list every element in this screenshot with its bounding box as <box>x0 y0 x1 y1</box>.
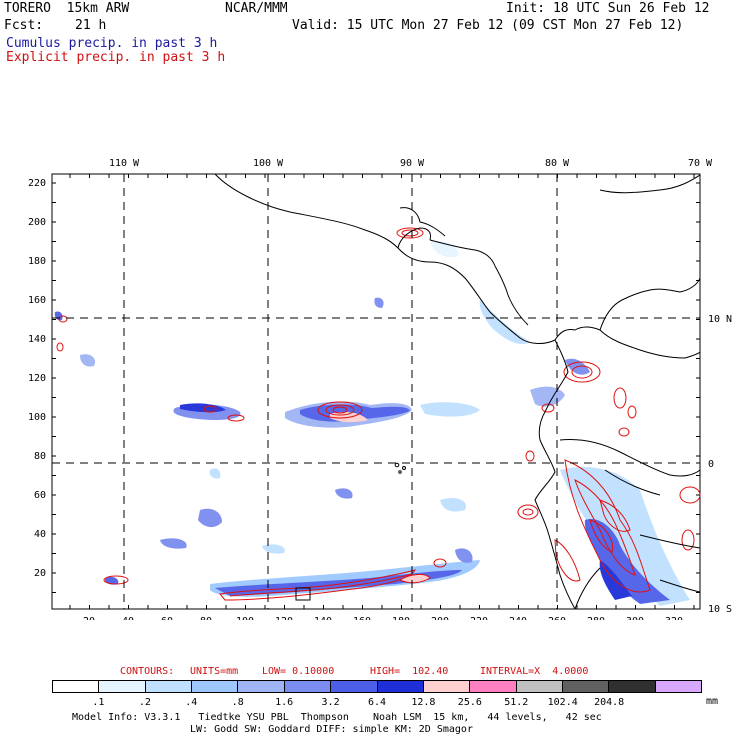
legend-label: 51.2 <box>504 697 529 708</box>
x-tick-label: 320 <box>665 616 683 620</box>
y-grid-labels: 220 200 180 160 140 120 100 80 60 40 20 <box>28 178 46 579</box>
legend-label: 25.6 <box>457 697 482 708</box>
legend-label: 1.6 <box>275 697 294 708</box>
lat-lon-grid <box>52 174 700 609</box>
legend-swatch <box>516 681 563 692</box>
legend-label: .8 <box>231 697 244 708</box>
y-tick-label: 180 <box>28 256 46 267</box>
x-tick-label: 180 <box>392 616 410 620</box>
model-info: Model Info: V3.3.1 Tiedtke YSU PBL Thomp… <box>72 712 602 723</box>
legend-swatch <box>99 681 146 692</box>
legend-swatch <box>470 681 517 692</box>
model-physics: LW: Godd SW: Goddard DIFF: simple KM: 2D… <box>190 724 473 735</box>
legend-swatch <box>284 681 332 692</box>
latitude-labels: 10 N 0 10 S <box>708 314 732 615</box>
y-tick-label: 80 <box>34 451 46 462</box>
init-time: Init: 18 UTC Sun 26 Feb 12 <box>506 1 710 16</box>
lon-label-110w: 110 W <box>109 158 140 169</box>
axis-ticks <box>52 174 700 609</box>
lon-label-100w: 100 W <box>253 158 284 169</box>
forecast-label: Fcst: <box>4 18 44 33</box>
lat-label-0: 0 <box>708 459 714 470</box>
field-cumulus-precip: Cumulus precip. in past 3 h <box>6 36 218 51</box>
precip-map: 110 W 100 W 90 W 80 W 70 W 10 N 0 10 S 2… <box>28 158 732 620</box>
legend-swatch <box>192 681 239 692</box>
x-tick-label: 240 <box>509 616 527 620</box>
legend-swatch <box>377 681 424 692</box>
x-tick-label: 300 <box>626 616 644 620</box>
organization: NCAR/MMM <box>225 1 288 16</box>
y-tick-label: 60 <box>34 490 46 501</box>
y-tick-label: 120 <box>28 373 46 384</box>
y-tick-label: 200 <box>28 217 46 228</box>
x-tick-label: 20 <box>83 616 95 620</box>
legend-label: 12.8 <box>411 697 436 708</box>
field-explicit-precip: Explicit precip. in past 3 h <box>6 50 226 65</box>
y-tick-label: 100 <box>28 412 46 423</box>
explicit-precip-contours <box>56 227 701 601</box>
legend-label: .4 <box>185 697 198 708</box>
legend-swatch <box>331 681 378 692</box>
y-tick-label: 220 <box>28 178 46 189</box>
lat-label-10s: 10 S <box>708 604 732 615</box>
lon-label-90w: 90 W <box>400 158 425 169</box>
legend-label: .1 <box>92 697 105 708</box>
legend-label: .2 <box>138 697 151 708</box>
y-tick-label: 20 <box>34 568 46 579</box>
x-tick-label: 140 <box>314 616 332 620</box>
x-tick-label: 220 <box>470 616 488 620</box>
x-tick-label: 200 <box>431 616 449 620</box>
legend-swatch <box>238 681 285 692</box>
lon-label-70w: 70 W <box>688 158 713 169</box>
x-tick-label: 160 <box>353 616 371 620</box>
y-tick-label: 40 <box>34 529 46 540</box>
valid-time: Valid: 15 UTC Mon 27 Feb 12 (09 CST Mon … <box>292 18 684 33</box>
legend-swatch <box>53 681 100 692</box>
longitude-labels: 110 W 100 W 90 W 80 W 70 W <box>109 158 713 169</box>
y-tick-label: 140 <box>28 334 46 345</box>
legend-unit: mm <box>706 696 719 707</box>
legend-swatch <box>145 681 193 692</box>
x-tick-label: 80 <box>200 616 212 620</box>
lon-label-80w: 80 W <box>545 158 570 169</box>
x-tick-label: 40 <box>122 616 134 620</box>
legend-swatch <box>423 681 471 692</box>
contours-interval: INTERVAL=X 4.0000 <box>480 666 589 677</box>
contours-units: UNITS=mm <box>190 666 239 677</box>
legend-swatch <box>609 681 656 692</box>
x-tick-label: 260 <box>548 616 566 620</box>
x-grid-labels: 20 40 60 80 100 120 140 160 180 200 220 … <box>83 616 683 620</box>
contours-label: CONTOURS: <box>120 666 175 677</box>
color-legend-bar <box>52 680 702 693</box>
legend-label: 3.2 <box>321 697 340 708</box>
model-title: TORERO 15km ARW <box>4 1 130 16</box>
forecast-hours: 21 h <box>75 18 107 33</box>
contours-high: HIGH= 102.40 <box>370 666 449 677</box>
x-tick-label: 100 <box>236 616 254 620</box>
x-tick-label: 280 <box>587 616 605 620</box>
legend-label: 204.8 <box>594 697 625 708</box>
legend-label: 6.4 <box>367 697 387 708</box>
legend-swatch <box>562 681 610 692</box>
contours-low: LOW= 0.10000 <box>262 666 335 677</box>
y-tick-label: 160 <box>28 295 46 306</box>
x-tick-label: 60 <box>161 616 173 620</box>
legend-swatch <box>655 681 702 692</box>
coastlines <box>214 173 701 610</box>
x-tick-label: 120 <box>275 616 293 620</box>
lat-label-10n: 10 N <box>708 314 732 325</box>
legend-label: 102.4 <box>547 697 578 708</box>
